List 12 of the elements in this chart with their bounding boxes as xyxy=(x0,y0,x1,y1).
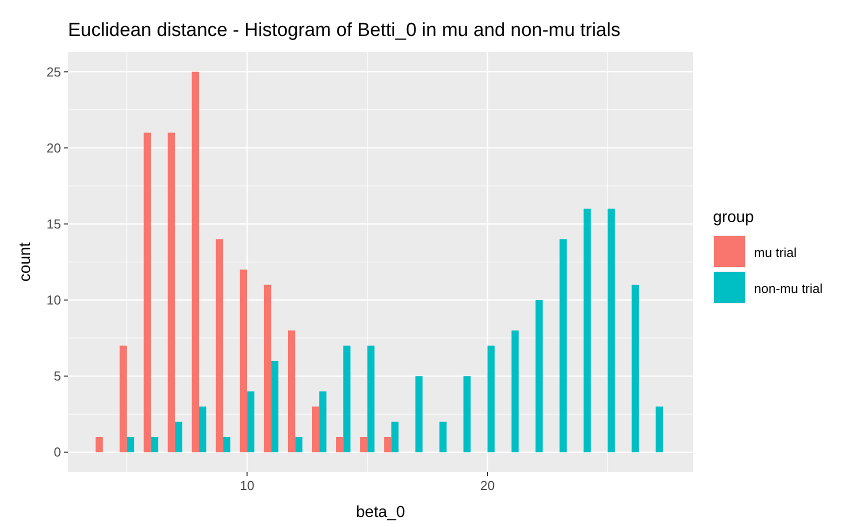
y-tick-label: 15 xyxy=(46,216,61,232)
y-tick-label: 0 xyxy=(54,444,61,460)
y-tick-label: 5 xyxy=(54,368,61,384)
chart-title: Euclidean distance - Histogram of Betti_0 in mu and non-mu trials xyxy=(68,20,620,41)
y-tick-label: 20 xyxy=(46,140,61,156)
x-axis-title: beta_0 xyxy=(356,504,406,521)
legend-label: mu trial xyxy=(754,245,797,260)
legend-label: non-mu trial xyxy=(754,281,823,296)
legend-title: group xyxy=(713,209,754,226)
y-tick-label: 25 xyxy=(46,64,61,80)
y-tick-label: 10 xyxy=(46,292,61,308)
y-axis-title: count xyxy=(17,242,34,282)
